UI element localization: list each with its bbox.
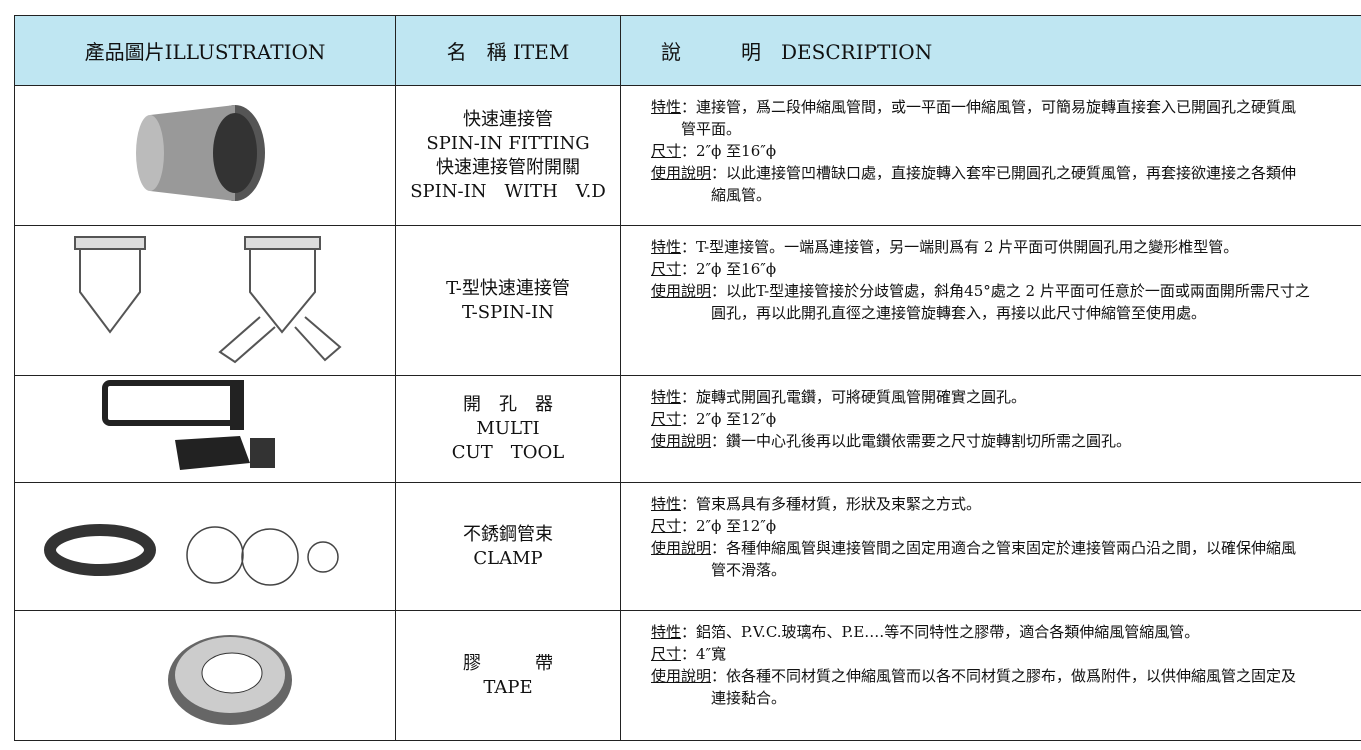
description-cell: 特性 ：T-型連接管。一端爲連接管，另一端則爲有 2 片平面可供開圓孔用之變形椎型…	[620, 225, 1361, 376]
description-entry: 使用說明 ：鑽一中心孔後再以此電鑽依需要之尺寸旋轉割切所需之圓孔。	[651, 430, 1310, 452]
item-name: 快速連接管	[463, 108, 553, 130]
item-name: MULTI	[476, 418, 540, 439]
entry-label: 尺寸	[651, 517, 682, 535]
description-entry: 特性 ：旋轉式開圓孔電鑽，可將硬質風管開確實之圓孔。	[651, 386, 1310, 408]
entry-text: ：2″ϕ 至16″ϕ	[681, 260, 777, 278]
entry-text: ：4″寬	[681, 645, 727, 663]
entry-text: ：各種伸縮風管與連接管間之固定用適合之管束固定於連接管兩凸沿之間，以確保伸縮風管…	[711, 539, 1297, 579]
entry-label: 尺寸	[651, 645, 682, 663]
entry-label: 尺寸	[651, 142, 682, 160]
entry-label: 特性	[651, 98, 682, 116]
description-entry: 使用說明 ：以此連接管凹槽缺口處，直接旋轉入套牢已開圓孔之硬質風管，再套接欲連接之…	[651, 162, 1310, 206]
item-name: 膠 帶	[463, 652, 553, 674]
item-cell: T-型快速連接管 T-SPIN-IN	[395, 225, 621, 376]
entry-text: ：T-型連接管。一端爲連接管，另一端則爲有 2 片平面可供開圓孔用之變形椎型管。	[681, 238, 1239, 256]
entry-text: ：以此T-型連接管接於分歧管處，斜角45°處之 2 片平面可任意於一面或兩面開所…	[711, 282, 1310, 322]
description-cell: 特性 ：旋轉式開圓孔電鑽，可將硬質風管開確實之圓孔。 尺寸 ：2″ϕ 至12″ϕ 使用說…	[620, 375, 1361, 483]
entry-text: ：2″ϕ 至12″ϕ	[681, 410, 777, 428]
description-entry: 尺寸 ：2″ϕ 至16″ϕ	[651, 258, 1310, 280]
header-cell: 說 明 DESCRIPTION	[620, 15, 1361, 86]
entry-label: 尺寸	[651, 410, 682, 428]
entry-label: 使用說明	[651, 164, 712, 182]
item-name: 不銹鋼管束	[463, 523, 553, 545]
entry-text: ：鑽一中心孔後再以此電鑽依需要之尺寸旋轉割切所需之圓孔。	[711, 432, 1132, 450]
cut-tool-image	[102, 380, 275, 470]
item-name: T-型快速連接管	[446, 277, 570, 299]
entry-text: ：以此連接管凹槽缺口處，直接旋轉入套牢已開圓孔之硬質風管，再套接欲連接之各類伸縮…	[711, 164, 1297, 204]
description-entry: 特性 ：T-型連接管。一端爲連接管，另一端則爲有 2 片平面可供開圓孔用之變形椎型…	[651, 236, 1310, 258]
description-entry: 尺寸 ：4″寬	[651, 643, 1310, 665]
description-entry: 使用說明 ：各種伸縮風管與連接管間之固定用適合之管束固定於連接管兩凸沿之間，以確保…	[651, 537, 1310, 581]
item-name: CUT TOOL	[451, 442, 565, 463]
description-entry: 尺寸 ：2″ϕ 至16″ϕ	[651, 140, 1310, 162]
entry-label: 特性	[651, 388, 682, 406]
description-entry: 特性 ：管束爲具有多種材質，形狀及束緊之方式。	[651, 493, 1310, 515]
entry-label: 尺寸	[651, 260, 682, 278]
description-entry: 尺寸 ：2″ϕ 至12″ϕ	[651, 515, 1310, 537]
item-name: 開 孔 器	[463, 394, 553, 415]
description-entry: 使用說明 ：依各種不同材質之伸縮風管而以各不同材質之膠布，做爲附件，以供伸縮風管之…	[651, 665, 1310, 709]
entry-text: ：2″ϕ 至16″ϕ	[681, 142, 777, 160]
item-name: 快速連接管附開關	[436, 156, 580, 178]
tape-image	[168, 635, 292, 725]
description-cell: 特性 ：連接管，爲二段伸縮風管間，或一平面一伸縮風管，可簡易旋轉直接套入已開圓孔之…	[620, 85, 1361, 226]
entry-text: ：管束爲具有多種材質，形狀及束緊之方式。	[681, 495, 982, 513]
entry-label: 使用說明	[651, 539, 712, 557]
item-cell: 開 孔 器 MULTI CUT TOOL	[395, 375, 621, 483]
description-cell: 特性 ：鋁箔、P.V.C.玻璃布、P.E‥‥等不同特性之膠帶，適合各類伸縮風管縮風…	[620, 610, 1361, 741]
item-cell: 膠 帶 TAPE	[395, 610, 621, 741]
entry-label: 特性	[651, 623, 682, 641]
t-spin-in-image	[74, 236, 342, 364]
entry-text: ：依各種不同材質之伸縮風管而以各不同材質之膠布，做爲附件，以供伸縮風管之固定及連…	[711, 667, 1297, 707]
header-cell: 產品圖片ILLUSTRATION	[14, 15, 396, 86]
item-name: TAPE	[483, 676, 533, 698]
entry-text: ：鋁箔、P.V.C.玻璃布、P.E‥‥等不同特性之膠帶，適合各類伸縮風管縮風管。	[681, 623, 1200, 641]
entry-label: 特性	[651, 495, 682, 513]
description-entry: 特性 ：連接管，爲二段伸縮風管間，或一平面一伸縮風管，可簡易旋轉直接套入已開圓孔之…	[651, 96, 1310, 140]
item-name: SPIN-IN WITH V.D	[410, 180, 606, 202]
spin-in-image	[136, 105, 265, 201]
description-cell: 特性 ：管束爲具有多種材質，形狀及束緊之方式。 尺寸 ：2″ϕ 至12″ϕ 使用說明 ：各…	[620, 482, 1361, 611]
description-entry: 使用說明 ：以此T-型連接管接於分歧管處，斜角45°處之 2 片平面可任意於一面或…	[651, 280, 1310, 324]
item-cell: 不銹鋼管束 CLAMP	[395, 482, 621, 611]
description-entry: 特性 ：鋁箔、P.V.C.玻璃布、P.E‥‥等不同特性之膠帶，適合各類伸縮風管縮風…	[651, 621, 1310, 643]
entry-text: ：旋轉式開圓孔電鑽，可將硬質風管開確實之圓孔。	[681, 388, 1027, 406]
header-cell: 名 稱 ITEM	[395, 15, 621, 86]
entry-text: ：連接管，爲二段伸縮風管間，或一平面一伸縮風管，可簡易旋轉直接套入已開圓孔之硬質…	[681, 98, 1297, 138]
item-name: SPIN-IN FITTING	[426, 132, 590, 154]
entry-label: 使用說明	[651, 432, 712, 450]
clamp-image	[44, 524, 339, 586]
entry-label: 特性	[651, 238, 682, 256]
item-name: T-SPIN-IN	[461, 301, 554, 323]
entry-text: ：2″ϕ 至12″ϕ	[681, 517, 777, 535]
item-name: CLAMP	[473, 547, 543, 569]
entry-label: 使用說明	[651, 667, 712, 685]
item-cell: 快速連接管 SPIN-IN FITTING 快速連接管附開關 SPIN-IN WITH…	[395, 85, 621, 226]
entry-label: 使用說明	[651, 282, 712, 300]
description-entry: 尺寸 ：2″ϕ 至12″ϕ	[651, 408, 1310, 430]
